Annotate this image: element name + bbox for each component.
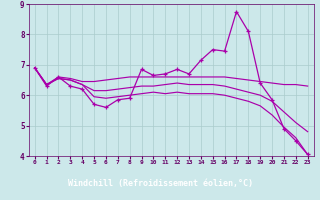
Text: Windchill (Refroidissement éolien,°C): Windchill (Refroidissement éolien,°C) bbox=[68, 179, 252, 188]
